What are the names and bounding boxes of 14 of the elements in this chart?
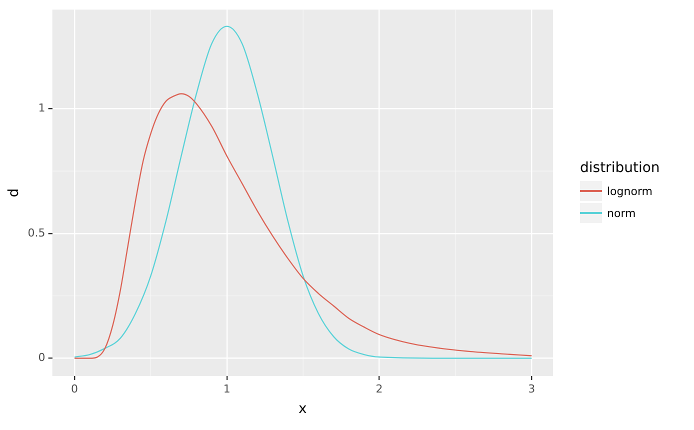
legend-label: norm bbox=[607, 206, 636, 220]
y-tick-label: 0.5 bbox=[28, 226, 46, 240]
y-tick-label: 1 bbox=[38, 102, 46, 115]
legend-title: distribution bbox=[580, 160, 660, 176]
line-series bbox=[74, 93, 532, 359]
x-tick-label: 2 bbox=[376, 382, 383, 396]
y-axis-title: d bbox=[6, 188, 22, 198]
x-axis-title: x bbox=[298, 401, 307, 418]
legend-label: lognorm bbox=[607, 184, 653, 198]
x-tick-label: 0 bbox=[71, 382, 78, 396]
x-tick-label: 3 bbox=[528, 382, 536, 396]
line-series bbox=[74, 26, 532, 359]
x-tick-label: 1 bbox=[223, 382, 230, 396]
y-tick-label: 0 bbox=[38, 351, 46, 364]
